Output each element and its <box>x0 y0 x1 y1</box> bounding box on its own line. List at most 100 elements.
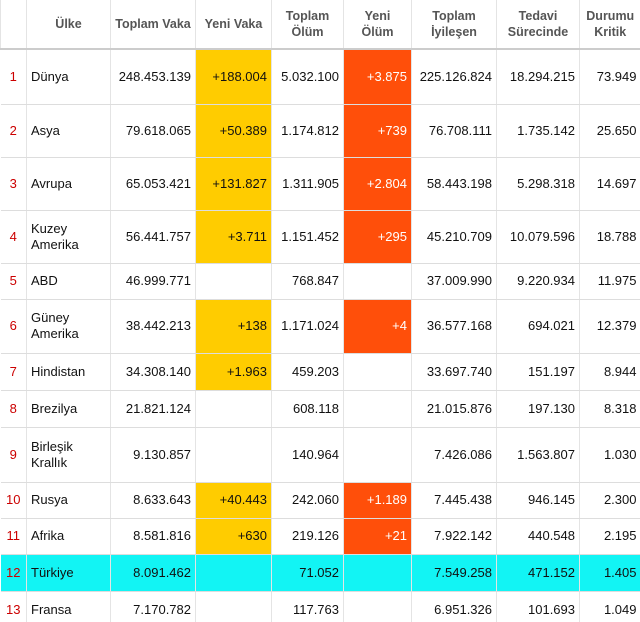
table-row: 8 Brezilya 21.821.124 608.118 21.015.876 197.… <box>0 390 640 428</box>
table-cell: 946.145 <box>496 482 580 519</box>
table-cell: 440.548 <box>496 518 580 555</box>
table-cell: 248.453.139 <box>110 49 196 105</box>
table-cell: 7.426.086 <box>411 427 497 483</box>
table-cell: 117.763 <box>271 591 344 622</box>
table-cell: 694.021 <box>496 299 580 354</box>
table-row: 2 Asya 79.618.065 +50.389 1.174.812 +739 76.70… <box>0 104 640 158</box>
table-cell: 21.015.876 <box>411 390 497 428</box>
table-cell: Hindistan <box>26 353 111 391</box>
table-cell: 5.032.100 <box>271 49 344 105</box>
table-body: 1 Dünya 248.453.139 +188.004 5.032.100 +3.875… <box>0 49 640 622</box>
table-row: 4 Kuzey Amerika 56.441.757 +3.711 1.151.452 +… <box>0 210 640 264</box>
table-cell: Afrika <box>26 518 111 555</box>
table-cell <box>343 390 412 428</box>
table-cell: 36.577.168 <box>411 299 497 354</box>
table-cell: 1.174.812 <box>271 104 344 158</box>
table-cell: 46.999.771 <box>110 263 196 300</box>
table-cell: 4 <box>0 210 27 264</box>
table-cell: Avrupa <box>26 157 111 211</box>
table-cell: +2.804 <box>343 157 412 211</box>
table-cell: 76.708.111 <box>411 104 497 158</box>
table-cell: 7.549.258 <box>411 554 497 592</box>
table-cell: Rusya <box>26 482 111 519</box>
table-cell: 6.951.326 <box>411 591 497 622</box>
table-cell: 8.581.816 <box>110 518 196 555</box>
table-cell: 225.126.824 <box>411 49 497 105</box>
table-cell: +40.443 <box>195 482 272 519</box>
table-cell <box>195 554 272 592</box>
table-cell: +188.004 <box>195 49 272 105</box>
table-row: 7 Hindistan 34.308.140 +1.963 459.203 33.697.… <box>0 353 640 391</box>
table-cell: 5 <box>0 263 27 300</box>
table-cell: +3.711 <box>195 210 272 264</box>
table-cell: 8.633.643 <box>110 482 196 519</box>
table-cell: +1.963 <box>195 353 272 391</box>
column-header: Toplam İyileşen <box>411 0 497 50</box>
table-cell: +131.827 <box>195 157 272 211</box>
table-cell: Brezilya <box>26 390 111 428</box>
column-header <box>0 0 27 50</box>
table-cell: 18.788 <box>579 210 640 264</box>
table-cell: 1.151.452 <box>271 210 344 264</box>
table-cell: 242.060 <box>271 482 344 519</box>
table-cell: 140.964 <box>271 427 344 483</box>
table-cell <box>343 427 412 483</box>
table-cell: 71.052 <box>271 554 344 592</box>
table-cell: 8.091.462 <box>110 554 196 592</box>
table-cell: 8 <box>0 390 27 428</box>
table-row: 1 Dünya 248.453.139 +188.004 5.032.100 +3.875… <box>0 49 640 105</box>
table-cell: 197.130 <box>496 390 580 428</box>
table-cell: 7.922.142 <box>411 518 497 555</box>
table-cell: 1 <box>0 49 27 105</box>
table-row: 6 Güney Amerika 38.442.213 +138 1.171.024 +4 3… <box>0 299 640 354</box>
table-cell: 9.220.934 <box>496 263 580 300</box>
column-header: Ülke <box>26 0 111 50</box>
column-header: Yeni Vaka <box>195 0 272 50</box>
table-cell: 2 <box>0 104 27 158</box>
table-cell: 608.118 <box>271 390 344 428</box>
table-cell: 2.300 <box>579 482 640 519</box>
table-cell: Kuzey Amerika <box>26 210 111 264</box>
table-cell <box>195 427 272 483</box>
table-cell <box>343 591 412 622</box>
table-cell: 18.294.215 <box>496 49 580 105</box>
table-cell: Güney Amerika <box>26 299 111 354</box>
column-header: Toplam Vaka <box>110 0 196 50</box>
table-cell: 56.441.757 <box>110 210 196 264</box>
table-cell: 7.170.782 <box>110 591 196 622</box>
table-cell: Türkiye <box>26 554 111 592</box>
table-cell: 79.618.065 <box>110 104 196 158</box>
table-cell: 219.126 <box>271 518 344 555</box>
table-cell: 768.847 <box>271 263 344 300</box>
table-cell: 2.195 <box>579 518 640 555</box>
table-row: 13 Fransa 7.170.782 117.763 6.951.326 101.693… <box>0 591 640 622</box>
table-cell <box>343 554 412 592</box>
column-header: Yeni Ölüm <box>343 0 412 50</box>
table-cell: 11.975 <box>579 263 640 300</box>
table-cell: +3.875 <box>343 49 412 105</box>
table-cell: +739 <box>343 104 412 158</box>
table-row: 10 Rusya 8.633.643 +40.443 242.060 +1.189 7.44… <box>0 482 640 519</box>
table-cell: 101.693 <box>496 591 580 622</box>
table-row: 5 ABD 46.999.771 768.847 37.009.990 9.220.934… <box>0 263 640 300</box>
table-cell: 1.563.807 <box>496 427 580 483</box>
table-cell: ABD <box>26 263 111 300</box>
table-cell: 37.009.990 <box>411 263 497 300</box>
table-row: 3 Avrupa 65.053.421 +131.827 1.311.905 +2.804… <box>0 157 640 211</box>
table-cell: Dünya <box>26 49 111 105</box>
table-cell: +295 <box>343 210 412 264</box>
table-cell: 10 <box>0 482 27 519</box>
table-cell: 10.079.596 <box>496 210 580 264</box>
table-row: 12 Türkiye 8.091.462 71.052 7.549.258 471.152… <box>0 554 640 592</box>
table-cell: 8.318 <box>579 390 640 428</box>
table-row: 11 Afrika 8.581.816 +630 219.126 +21 7.922.142… <box>0 518 640 555</box>
table-cell: 14.697 <box>579 157 640 211</box>
column-header: Tedavi Sürecinde <box>496 0 580 50</box>
table-cell: 9.130.857 <box>110 427 196 483</box>
table-cell: 1.030 <box>579 427 640 483</box>
table-cell: 9 <box>0 427 27 483</box>
table-cell: Birleşik Krallık <box>26 427 111 483</box>
table-cell: 12 <box>0 554 27 592</box>
